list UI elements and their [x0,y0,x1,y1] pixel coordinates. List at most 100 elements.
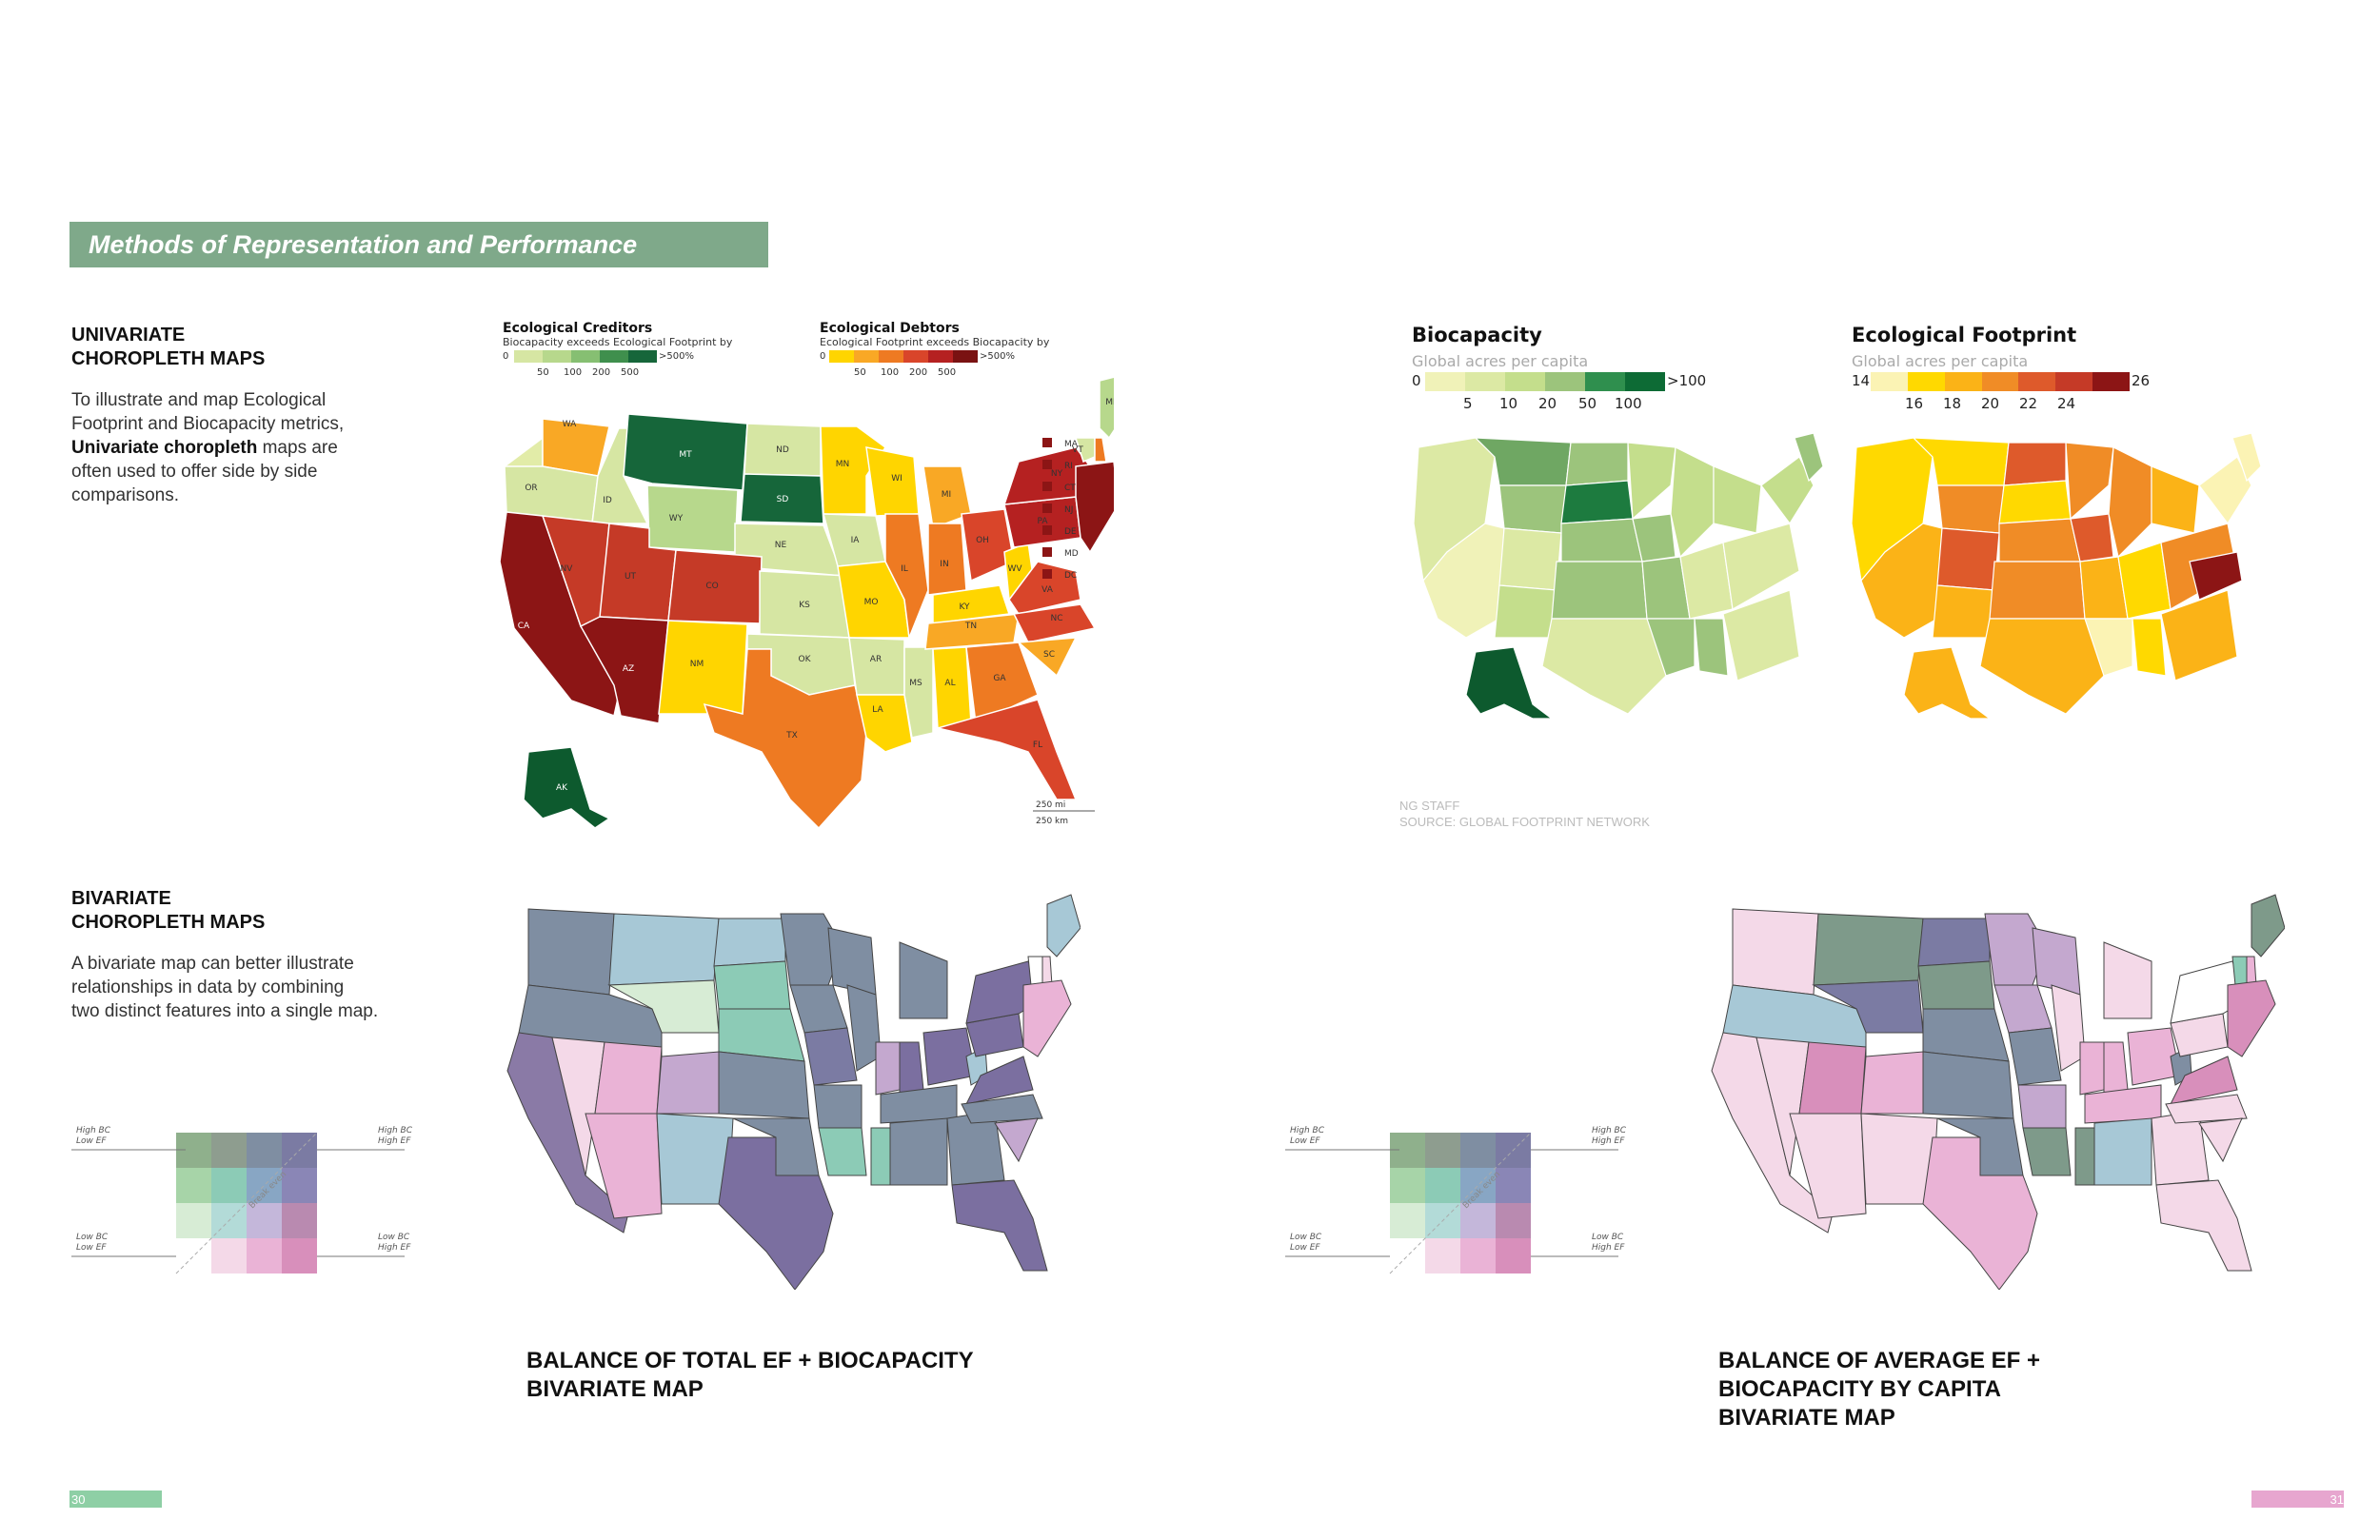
bivariate-key-label: High BC [378,1126,413,1135]
state-label-ar: AR [870,655,882,664]
scale-mi-label: 250 mi [1036,800,1065,810]
legend-swatch [879,350,903,363]
state-label-ia: IA [851,536,861,545]
debtors-swatches [829,350,978,363]
state-label-me: ME [1105,398,1114,407]
bivariate-title: BIVARIATE CHOROPLETH MAPS [71,888,266,933]
section-header-bar: Methods of Representation and Performanc… [69,222,768,267]
bivariate-key-label: High BC [76,1126,111,1135]
state-nc-shape [1012,603,1097,643]
bivariate-key-label: Low EF [1290,1243,1320,1253]
state-label-nd: ND [776,445,789,455]
footprint-map [1851,432,2262,720]
state-label-la: LA [872,705,883,715]
small-state-swatch [1042,460,1052,469]
state-tx-shape [703,648,867,830]
legend-swatch [1585,372,1625,391]
footprint-swatches [1871,372,2131,391]
bivariate-key-label: Low BC [1592,1233,1624,1242]
left-page-number: 30 [71,1492,86,1507]
legend-swatch [1465,372,1505,391]
state-label-pa: PA [1037,517,1048,526]
bivariate-key-cell [1460,1238,1496,1273]
state-ne-corridor-shape [1075,461,1114,554]
state-label-wy: WY [669,514,684,523]
bivariate-key-cell [1496,1238,1531,1273]
legend-swatch [543,350,571,363]
univariate-body: To illustrate and map Ecological Footpri… [71,390,345,505]
legend-swatch [953,350,978,363]
legend-swatch [628,350,657,363]
left-page-tab: 30 [69,1491,162,1508]
state-label-ok: OK [799,655,812,664]
debtors-scale: 0 >500% 50 100 200 500 [820,350,1015,378]
state-label-tx: TX [785,731,798,740]
state-label-ms: MS [909,679,922,688]
small-state-swatch [1042,503,1052,513]
bivariate-total-map [506,894,1081,1290]
bivariate-key-cell [211,1168,247,1203]
state-label-ne: NE [775,541,787,550]
biocapacity-map [1413,432,1824,720]
state-la-shape [856,694,913,753]
bivariate-key-cell [1496,1168,1531,1203]
state-label-al: AL [944,679,955,688]
small-state-label: NJ [1064,505,1073,515]
state-label-fl: FL [1033,740,1042,750]
state-label-mt: MT [679,450,692,460]
bivariate-key-cell [1425,1238,1460,1273]
bivariate-key-label: High BC [1290,1126,1325,1135]
bivariate-key-label: High EF [378,1243,411,1253]
bivariate-key-cell [211,1133,247,1168]
bivariate-key-label: Low BC [1290,1233,1322,1242]
state-ak-shape [523,746,611,829]
state-label-id: ID [603,496,612,505]
state-label-nv: NV [561,564,574,574]
creditors-scale: 0 >500% 50 100 200 500 [503,350,694,378]
legend-swatch [1944,372,1982,391]
legend-swatch [2055,372,2093,391]
small-state-label: MD [1064,549,1079,559]
footprint-scale: 14 26 16 18 20 22 24 [1852,372,2151,412]
small-state-swatch [1042,569,1052,579]
state-label-mn: MN [836,460,850,469]
state-label-ga: GA [993,674,1006,683]
legend-swatch [1981,372,2019,391]
small-state-label: MA [1064,440,1079,449]
legend-swatch [1505,372,1545,391]
legend-swatch [1625,372,1665,391]
state-sd-shape [740,473,824,524]
state-ky-shape [932,584,1011,624]
small-state-label: DC [1064,571,1077,581]
creditors-swatches [514,350,657,363]
right-page-tab: 31 [2251,1491,2344,1508]
legend-swatch [1425,372,1465,391]
small-states-legend: MA RI CT NJ DE MD DC [1042,438,1079,581]
state-fl-shape [937,699,1078,800]
bivariate-key-cell [1460,1203,1496,1238]
state-wy-shape [646,484,739,553]
bivariate-key-cell [247,1203,282,1238]
legend-swatch [928,350,953,363]
legend-swatch [2092,372,2131,391]
bivariate-key-label: Low EF [1290,1136,1320,1146]
state-ar-shape [848,637,905,696]
small-state-swatch [1042,525,1052,535]
bivariate-key-label: High EF [1592,1136,1625,1146]
bivariate-key-left: Break even High BC Low EF High BC High EF Low… [71,1123,433,1294]
state-label-oh: OH [976,536,989,545]
legend-swatch [2018,372,2056,391]
state-label-wa: WA [563,420,577,429]
bivariate-key-cell [211,1238,247,1273]
bivariate-key-cell [1390,1203,1425,1238]
state-label-ak: AK [556,783,568,793]
univariate-title: UNIVARIATE CHOROPLETH MAPS [71,325,266,369]
small-state-swatch [1042,482,1052,491]
bivariate-key-cell [1425,1133,1460,1168]
legend-swatch [1871,372,1908,391]
state-mt-shape [623,413,748,491]
state-label-ut: UT [625,572,637,582]
state-nh-shape [1094,437,1107,463]
bivariate-key-label: High EF [1592,1243,1625,1253]
